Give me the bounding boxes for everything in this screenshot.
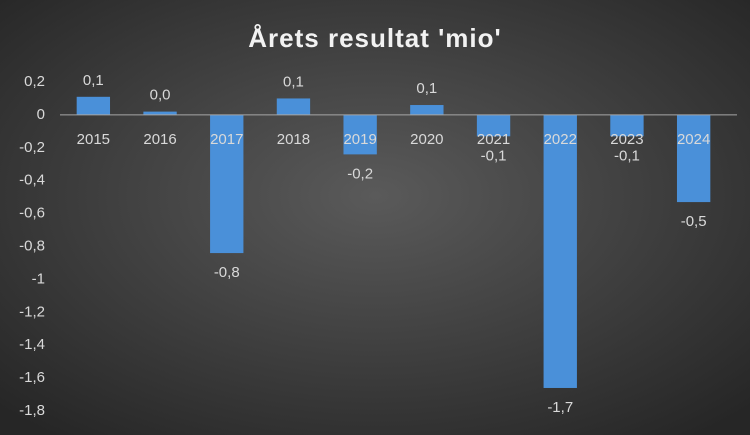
bar bbox=[276, 98, 311, 115]
bar bbox=[210, 114, 244, 254]
y-tick-label: -1 bbox=[32, 270, 45, 287]
data-label: -0,1 bbox=[614, 147, 640, 164]
data-label: 0,1 bbox=[416, 80, 437, 97]
data-label: -0,8 bbox=[214, 264, 240, 281]
data-label: 0,1 bbox=[283, 73, 304, 90]
y-tick-label: 0 bbox=[37, 106, 45, 123]
x-tick-label: 2022 bbox=[544, 131, 577, 148]
x-tick-label: 2017 bbox=[210, 131, 243, 148]
x-tick-label: 2020 bbox=[410, 131, 443, 148]
y-tick-label: -1,4 bbox=[19, 336, 45, 353]
x-tick-label: 2016 bbox=[143, 131, 176, 148]
x-tick-label: 2019 bbox=[343, 131, 376, 148]
y-tick-label: 0,2 bbox=[24, 73, 45, 90]
bar bbox=[343, 114, 377, 155]
chart-title: Årets resultat 'mio' bbox=[248, 23, 501, 53]
data-label: -0,2 bbox=[347, 165, 373, 182]
x-tick-label: 2024 bbox=[677, 131, 710, 148]
bar bbox=[476, 114, 511, 137]
y-tick-label: -1,8 bbox=[19, 402, 45, 419]
y-tick-label: -0,4 bbox=[19, 172, 45, 189]
x-tick-label: 2018 bbox=[277, 131, 310, 148]
y-tick-label: -0,6 bbox=[19, 205, 45, 222]
bar bbox=[410, 105, 444, 115]
data-label: 0,0 bbox=[150, 87, 171, 104]
bar bbox=[543, 114, 577, 388]
bar bbox=[676, 114, 711, 203]
data-label: -0,5 bbox=[681, 213, 707, 230]
x-tick-label: 2015 bbox=[77, 131, 110, 148]
bar bbox=[76, 96, 111, 115]
y-tick-label: -0,2 bbox=[19, 139, 45, 156]
data-label: 0,1 bbox=[83, 72, 104, 89]
data-label: -0,1 bbox=[481, 147, 507, 164]
data-label: -1,7 bbox=[547, 399, 573, 416]
y-tick-label: -1,2 bbox=[19, 303, 45, 320]
x-tick-label: 2021 bbox=[477, 131, 510, 148]
bar bbox=[610, 114, 644, 137]
bar bbox=[143, 111, 177, 115]
y-tick-label: -0,8 bbox=[19, 237, 45, 254]
x-tick-label: 2023 bbox=[610, 131, 643, 148]
y-tick-label: -1,6 bbox=[19, 369, 45, 386]
